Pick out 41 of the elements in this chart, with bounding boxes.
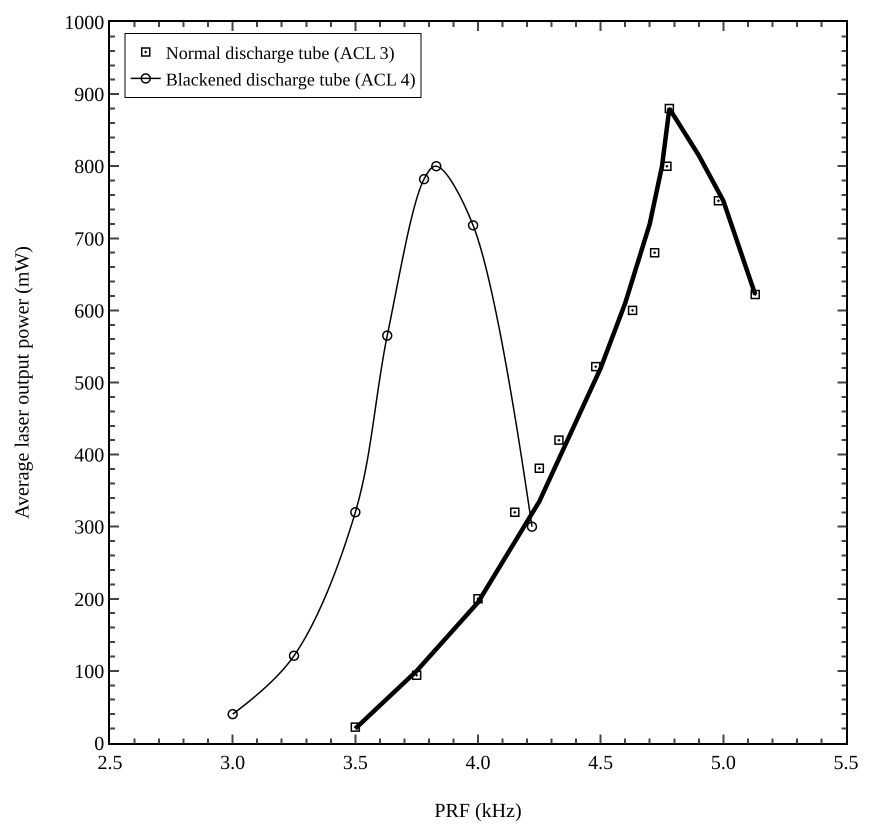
point — [628, 306, 638, 316]
y-tick-label: 100 — [74, 660, 104, 683]
point — [350, 507, 361, 518]
point — [554, 435, 564, 445]
y-tick-label: 200 — [74, 588, 104, 611]
point — [227, 708, 238, 720]
point — [418, 174, 430, 184]
x-axis-title: PRF (kHz) — [434, 800, 522, 822]
legend-label: Normal discharge tube (ACL 3) — [166, 43, 395, 64]
point — [591, 362, 601, 372]
x-tick-label: 3.5 — [342, 752, 368, 774]
point — [468, 220, 478, 231]
point — [412, 670, 422, 680]
point — [526, 521, 538, 532]
point — [473, 594, 483, 604]
y-tick-label: 500 — [74, 372, 104, 394]
point — [664, 104, 674, 114]
x-tick-label: 5.5 — [834, 752, 858, 774]
point — [750, 290, 760, 300]
point — [431, 160, 442, 172]
point — [510, 508, 520, 518]
y-tick-label: 300 — [74, 516, 104, 539]
point — [662, 161, 672, 171]
y-tick-label: 1000 — [64, 12, 104, 34]
x-tick-label: 4.5 — [588, 752, 614, 774]
x-tick-label: 5.0 — [710, 752, 736, 774]
x-tick-label: 4.0 — [466, 752, 490, 774]
point — [382, 330, 392, 341]
y-tick-label: 700 — [74, 228, 104, 250]
y-axis-title: Average laser output power (mW) — [11, 246, 34, 519]
point — [350, 722, 360, 732]
y-tick-label: 800 — [74, 156, 104, 178]
point — [288, 650, 300, 662]
y-tick-label: 400 — [74, 444, 104, 467]
x-tick-label: 3.0 — [220, 752, 246, 774]
y-tick-label: 900 — [74, 84, 104, 106]
legend-label: Blackened discharge tube (ACL 4) — [166, 69, 416, 90]
point — [534, 464, 544, 474]
point — [714, 196, 724, 206]
point — [650, 248, 660, 258]
y-tick-label: 600 — [74, 300, 104, 322]
